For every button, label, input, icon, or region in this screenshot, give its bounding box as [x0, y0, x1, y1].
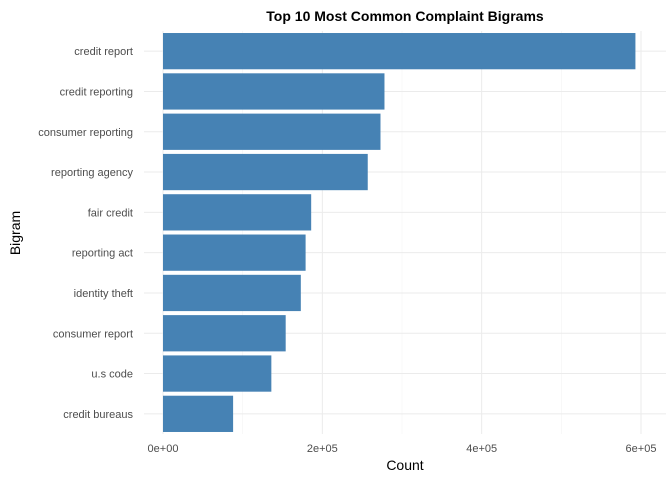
bar [163, 315, 286, 352]
y-tick-label: consumer reporting [38, 127, 133, 139]
bar [163, 113, 381, 150]
y-tick-label: fair credit [88, 207, 133, 219]
x-tick-label: 4e+05 [466, 443, 497, 455]
y-tick-label: consumer report [53, 328, 133, 340]
x-tick-labels: 0e+00 2e+05 4e+05 6e+05 [148, 443, 657, 455]
y-tick-label: reporting agency [51, 167, 133, 179]
bar [163, 234, 306, 271]
bar [163, 153, 368, 191]
y-tick-label: credit reporting [60, 86, 133, 98]
bar [163, 33, 636, 70]
x-tick-label: 2e+05 [307, 443, 338, 455]
bar [163, 355, 272, 392]
y-tick-label: credit bureaus [63, 409, 133, 421]
y-tick-labels: credit report credit reporting consumer re… [38, 46, 133, 421]
bar [163, 194, 312, 231]
x-tick-label: 6e+05 [626, 443, 657, 455]
x-tick-label: 0e+00 [148, 443, 179, 455]
bars [163, 33, 636, 432]
bar [163, 395, 234, 432]
y-tick-label: identity theft [74, 288, 133, 300]
x-axis-title: Count [386, 457, 423, 473]
y-tick-label: u.s code [91, 369, 133, 381]
y-tick-label: reporting act [72, 248, 133, 260]
bar [163, 274, 301, 312]
y-axis-title: Bigram [7, 211, 23, 255]
bar [163, 73, 385, 110]
chart-title: Top 10 Most Common Complaint Bigrams [266, 8, 544, 24]
y-tick-label: credit report [74, 46, 133, 58]
